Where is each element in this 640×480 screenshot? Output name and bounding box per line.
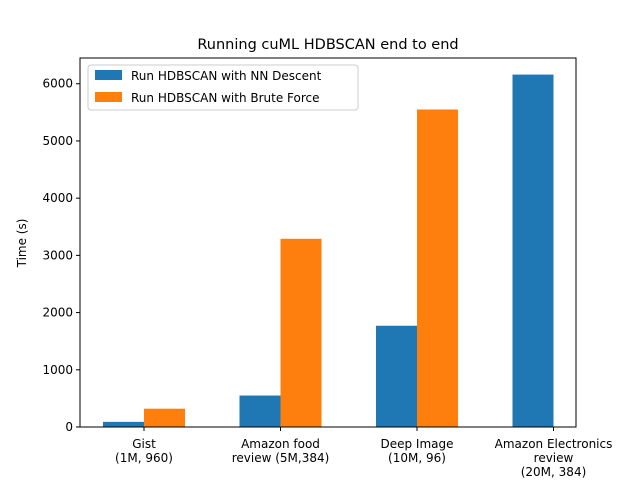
- legend: Run HDBSCAN with NN Descent Run HDBSCAN …: [87, 64, 359, 111]
- bars-layer: [103, 74, 554, 427]
- x-tick-label-3-line-2: (20M, 384): [521, 465, 587, 479]
- x-tick-label-0-line-0: Gist: [132, 437, 156, 451]
- y-tick-label-6000: 6000: [42, 77, 73, 91]
- legend-label-nn-descent: Run HDBSCAN with NN Descent: [131, 69, 322, 83]
- plot-frame: [79, 57, 577, 428]
- bar-brute-force-1: [280, 238, 322, 427]
- bar-nn-descent-2: [376, 325, 417, 427]
- legend-label-brute-force: Run HDBSCAN with Brute Force: [131, 91, 320, 105]
- x-tick-label-2-line-1: (10M, 96): [388, 451, 446, 465]
- y-tick-label-5000: 5000: [42, 134, 73, 148]
- x-tick-label-3-line-0: Amazon Electronics: [495, 437, 613, 451]
- x-tick-label-2-line-0: Deep Image: [380, 437, 453, 451]
- bar-brute-force-0: [144, 408, 185, 427]
- x-tick-label-1-line-1: review (5M,384): [232, 451, 330, 465]
- y-tick-label-4000: 4000: [42, 191, 73, 205]
- y-axis-label: Time (s): [15, 219, 29, 269]
- legend-swatch-brute-force: [95, 92, 122, 102]
- chart-title: Running cuML HDBSCAN end to end: [197, 37, 458, 53]
- legend-swatch-nn-descent: [95, 70, 122, 80]
- x-tick-label-3-line-1: review: [534, 451, 574, 465]
- y-tick-label-1000: 1000: [42, 363, 73, 377]
- bar-nn-descent-3: [512, 74, 554, 427]
- bar-nn-descent-1: [239, 395, 281, 427]
- x-tick-label-0-line-1: (1M, 960): [115, 451, 173, 465]
- y-tick-label-2000: 2000: [42, 306, 73, 320]
- y-tick-label-0: 0: [65, 420, 73, 434]
- y-tick-label-3000: 3000: [42, 248, 73, 262]
- bar-brute-force-2: [417, 109, 458, 427]
- x-tick-label-1-line-0: Amazon food: [241, 437, 320, 451]
- bar-nn-descent-0: [103, 421, 144, 427]
- y-axis: 0 1000 2000 3000 4000 5000 6000: [42, 77, 80, 434]
- legend-box: [87, 64, 359, 111]
